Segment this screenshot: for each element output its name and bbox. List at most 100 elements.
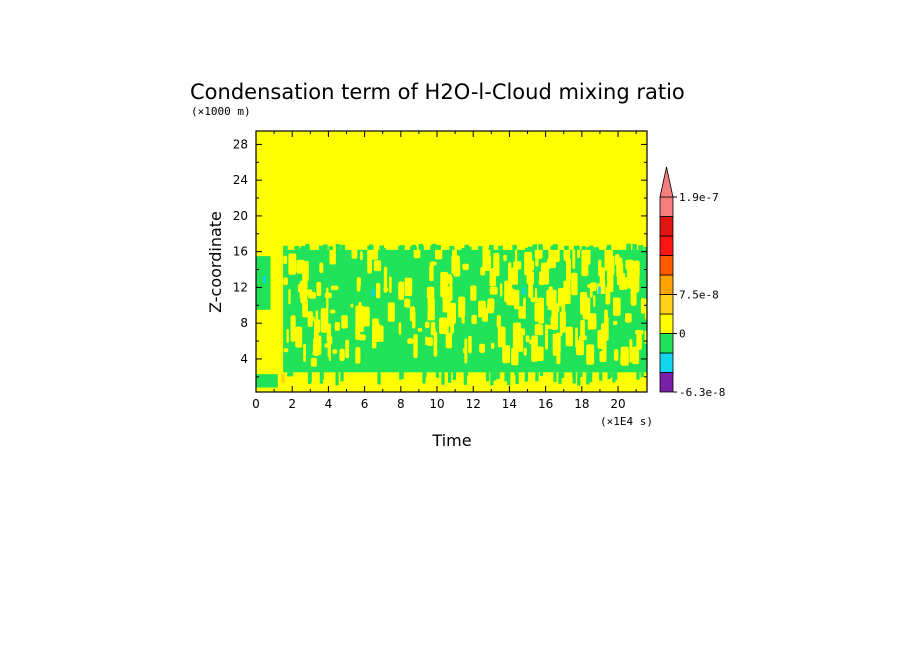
colorbar-swatch [659, 313, 674, 334]
contour-region [430, 245, 435, 250]
contour-gap [479, 343, 486, 353]
contour-gap [404, 298, 411, 308]
contour-gap [313, 330, 319, 357]
contour-gap [372, 318, 379, 340]
contour-gap [307, 311, 313, 327]
contour-region [532, 244, 537, 250]
contour-gap [334, 322, 340, 331]
contour-gap [283, 277, 288, 286]
contour-region [581, 246, 587, 250]
contour-region [588, 245, 594, 250]
contour-region [564, 245, 569, 250]
colorbar-label: -6.3e-8 [679, 386, 725, 399]
contour-gap [547, 290, 554, 311]
contour-region [490, 372, 495, 381]
contour-gap [632, 269, 640, 293]
x-tick-label: 0 [252, 397, 260, 411]
contour-gap [295, 326, 303, 348]
contour-region [323, 244, 328, 250]
contour-gap [375, 282, 381, 299]
contour-region [335, 244, 341, 250]
x-tick-label: 10 [429, 397, 444, 411]
contour-gap [616, 262, 624, 286]
plot-area [255, 130, 648, 393]
contour-gap [563, 241, 571, 260]
contour-gap [283, 348, 289, 353]
contour-region [256, 256, 271, 310]
y-tick-label: 8 [240, 316, 248, 330]
contour-gap [380, 325, 384, 343]
contour-gap [636, 331, 642, 350]
contour-region [640, 372, 644, 378]
contour-region [515, 372, 519, 385]
x-tick-label: 16 [538, 397, 553, 411]
contour-gap [356, 347, 360, 364]
contour-gap [489, 286, 498, 295]
contour-gap [407, 338, 414, 344]
contour-gap [598, 259, 602, 277]
colorbar-swatch [659, 372, 674, 393]
contour-region [496, 372, 500, 380]
contour-gap [371, 337, 377, 349]
contour-gap [439, 317, 448, 335]
contour-gap [341, 315, 348, 329]
contour-gap [537, 346, 544, 361]
contour-gap [589, 282, 593, 298]
contour-region [561, 372, 565, 379]
contour-gap [499, 283, 503, 297]
contour-gap [324, 292, 332, 299]
contour-gap [605, 291, 609, 305]
contour-region [377, 372, 381, 385]
contour-region [599, 372, 603, 381]
contour-gap [528, 274, 534, 299]
contour-region [489, 244, 494, 250]
contour-region [498, 245, 503, 250]
contour-gap [288, 288, 291, 305]
contour-region [409, 246, 415, 250]
contour-gap [586, 344, 595, 365]
contour-gap [629, 339, 633, 363]
contour-gap [296, 259, 305, 274]
contour-gap [303, 343, 306, 363]
contour-gap [303, 262, 308, 283]
contour-gap [535, 258, 539, 267]
contour-gap [426, 337, 433, 347]
colorbar-swatch [659, 235, 674, 256]
contour-region [579, 372, 583, 377]
contour-gap [324, 343, 329, 348]
contour-gap [332, 349, 338, 354]
contour-region [612, 372, 616, 383]
contour-gap [445, 323, 449, 337]
contour-region [535, 372, 539, 382]
contour-gap [602, 345, 607, 362]
contour-gap [451, 255, 460, 274]
contour-region [467, 246, 472, 250]
contour-gap [470, 285, 477, 301]
contour-region [305, 244, 310, 250]
contour-gap [565, 326, 574, 347]
contour-gap [462, 263, 469, 271]
contour-gap [350, 303, 354, 308]
contour-gap [529, 339, 532, 345]
contour-region [423, 372, 427, 378]
contour-gap [315, 310, 319, 321]
contour-gap [547, 257, 556, 266]
contour-region [550, 245, 556, 250]
contour-gap [356, 277, 361, 292]
contour-gap [339, 348, 345, 362]
contour-region [463, 372, 467, 385]
contour-gap [518, 306, 525, 319]
contour-region [419, 245, 424, 250]
contour-region [512, 244, 517, 250]
contour-region [524, 247, 530, 250]
contour-gap [578, 335, 587, 341]
contour-gap [482, 308, 489, 322]
contour-region [400, 372, 404, 379]
contour-gap [509, 268, 513, 294]
colorbar-extend-arrow [659, 166, 674, 198]
contour-region [308, 372, 312, 383]
x-tick-label: 2 [288, 397, 296, 411]
contour-gap [524, 251, 533, 276]
colorbar-swatch [659, 274, 674, 295]
contour-gap [581, 249, 589, 277]
